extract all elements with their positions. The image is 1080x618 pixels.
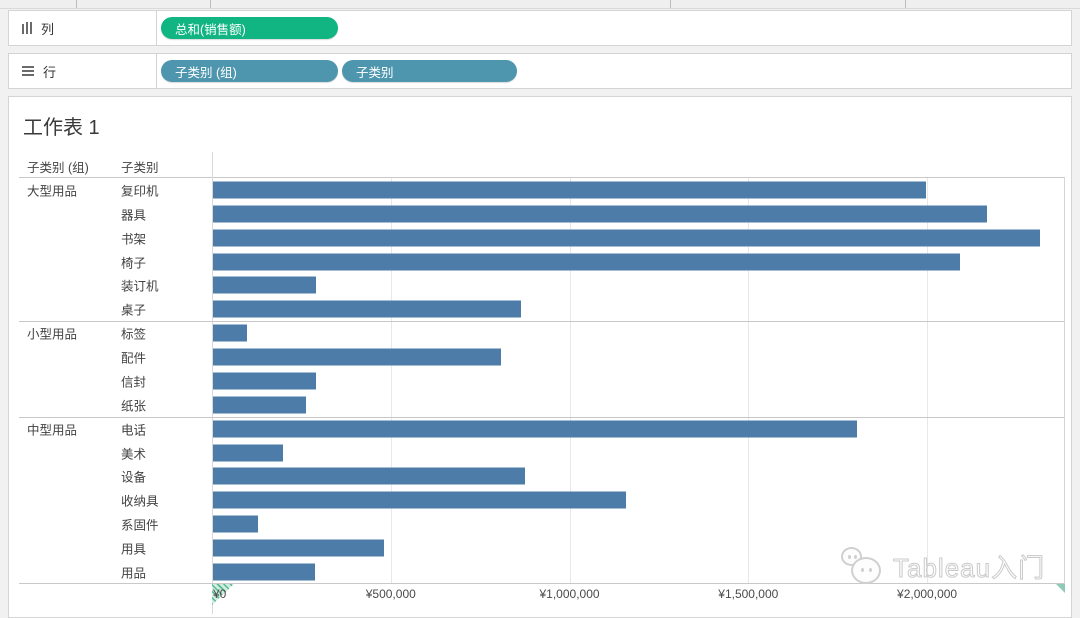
- shelf-pill[interactable]: 子类别: [342, 60, 517, 82]
- gridline: [927, 178, 929, 583]
- bar[interactable]: [213, 300, 522, 318]
- divider-tick: [210, 0, 211, 8]
- table-row: 装订机: [19, 274, 1064, 298]
- gridline: [390, 178, 392, 583]
- shelf-pill[interactable]: 子类别 (组): [161, 60, 338, 82]
- subcategory-header[interactable]: 装订机: [121, 279, 159, 294]
- table-row: 配件: [19, 345, 1064, 369]
- subcategory-header[interactable]: 椅子: [121, 256, 147, 271]
- bar[interactable]: [213, 444, 284, 462]
- subcategory-header[interactable]: 信封: [121, 375, 147, 390]
- top-cropped-strip: [0, 0, 1080, 9]
- rows-icon: [22, 66, 34, 76]
- subcategory-header[interactable]: 器具: [121, 208, 147, 223]
- subcategory-header[interactable]: 系固件: [121, 518, 159, 533]
- divider-tick: [905, 0, 906, 8]
- table-row: 椅子: [19, 250, 1064, 274]
- rows-shelf[interactable]: 行 子类别 (组) 子类别: [8, 53, 1072, 89]
- columns-shelf-label: 列: [41, 21, 55, 37]
- axis-tick-label: ¥2,000,000: [897, 587, 958, 601]
- axis-tick-label: ¥500,000: [365, 587, 416, 601]
- subcategory-header[interactable]: 设备: [121, 470, 147, 485]
- column-header-group[interactable]: 子类别 (组): [27, 161, 89, 175]
- group-separator: [19, 416, 1064, 418]
- column-header-subcategory[interactable]: 子类别: [121, 161, 159, 175]
- bar[interactable]: [213, 253, 961, 271]
- subcategory-header[interactable]: 收纳具: [121, 494, 159, 509]
- columns-icon: [22, 22, 32, 34]
- table-row: 书架: [19, 226, 1064, 250]
- subcategory-header[interactable]: 桌子: [121, 303, 147, 318]
- sheet-title[interactable]: 工作表 1: [23, 117, 100, 139]
- watermark: Tableau入门: [839, 547, 1045, 585]
- table-row: 中型用品 电话: [19, 417, 1064, 441]
- divider-tick: [76, 0, 77, 8]
- table-row: 小型用品 标签: [19, 321, 1064, 345]
- table-row: 大型用品 复印机: [19, 178, 1064, 202]
- subcategory-header[interactable]: 书架: [121, 232, 147, 247]
- bar[interactable]: [213, 539, 384, 557]
- subcategory-header[interactable]: 纸张: [121, 399, 147, 414]
- table-row: 纸张: [19, 393, 1064, 417]
- wechat-logo-icon: [839, 547, 887, 585]
- axis-tick-label: ¥1,000,000: [539, 587, 600, 601]
- table-row: 用具: [19, 536, 1064, 560]
- axis-tick-label: ¥1,500,000: [718, 587, 779, 601]
- table-row: 器具: [19, 202, 1064, 226]
- bar-rows-container: 大型用品 复印机器具书架椅子装订机桌子小型用品 标签配件信封纸张中型用品 电话美术设备…: [19, 178, 1064, 584]
- subcategory-header[interactable]: 用具: [121, 542, 147, 557]
- table-row: 设备: [19, 465, 1064, 489]
- group-separator: [19, 321, 1064, 323]
- rows-shelf-label-area: 行: [9, 54, 157, 88]
- bar[interactable]: [213, 563, 315, 581]
- subcategory-header[interactable]: 电话: [121, 423, 147, 438]
- table-row: 桌子: [19, 297, 1064, 321]
- bar[interactable]: [213, 420, 858, 438]
- table-row: 美术: [19, 441, 1064, 465]
- bar[interactable]: [213, 491, 626, 509]
- subcategory-header[interactable]: 用品: [121, 566, 147, 581]
- group-header[interactable]: 大型用品: [27, 184, 78, 199]
- group-header[interactable]: 小型用品: [27, 327, 78, 342]
- bar[interactable]: [213, 229, 1040, 247]
- header-underline: [19, 177, 1064, 178]
- bar[interactable]: [213, 396, 306, 414]
- table-row: 信封: [19, 369, 1064, 393]
- bar[interactable]: [213, 515, 259, 533]
- pane-left-separator: [212, 152, 213, 614]
- bar[interactable]: [213, 181, 927, 199]
- table-row: 系固件: [19, 512, 1064, 536]
- shelf-pill[interactable]: 总和(销售额): [161, 17, 338, 39]
- axis-end-drag-handle[interactable]: [1056, 584, 1065, 593]
- x-axis-line[interactable]: [19, 583, 1064, 584]
- rows-shelf-label: 行: [43, 64, 57, 80]
- gridline: [569, 178, 571, 583]
- bar[interactable]: [213, 467, 526, 485]
- table-row: 收纳具: [19, 488, 1064, 512]
- divider-tick: [670, 0, 671, 8]
- bar[interactable]: [213, 205, 988, 223]
- gridline: [748, 178, 750, 583]
- subcategory-header[interactable]: 美术: [121, 447, 147, 462]
- columns-shelf[interactable]: 列 总和(销售额): [8, 10, 1072, 46]
- bar[interactable]: [213, 372, 316, 390]
- pane-right-border: [1064, 177, 1065, 584]
- columns-shelf-label-area: 列: [9, 11, 157, 45]
- watermark-text: Tableau入门: [892, 552, 1046, 583]
- subcategory-header[interactable]: 复印机: [121, 184, 159, 199]
- subcategory-header[interactable]: 配件: [121, 351, 147, 366]
- subcategory-header[interactable]: 标签: [121, 327, 147, 342]
- table-row: 用品: [19, 560, 1064, 584]
- group-header[interactable]: 中型用品: [27, 423, 78, 438]
- bar[interactable]: [213, 276, 317, 294]
- bar[interactable]: [213, 348, 502, 366]
- bar[interactable]: [213, 324, 247, 342]
- axis-tick-label: ¥0: [213, 587, 227, 601]
- worksheet-card: 工作表 1 子类别 (组) 子类别 大型用品 复印机器具书架椅子装订机桌子小型用品…: [8, 96, 1072, 618]
